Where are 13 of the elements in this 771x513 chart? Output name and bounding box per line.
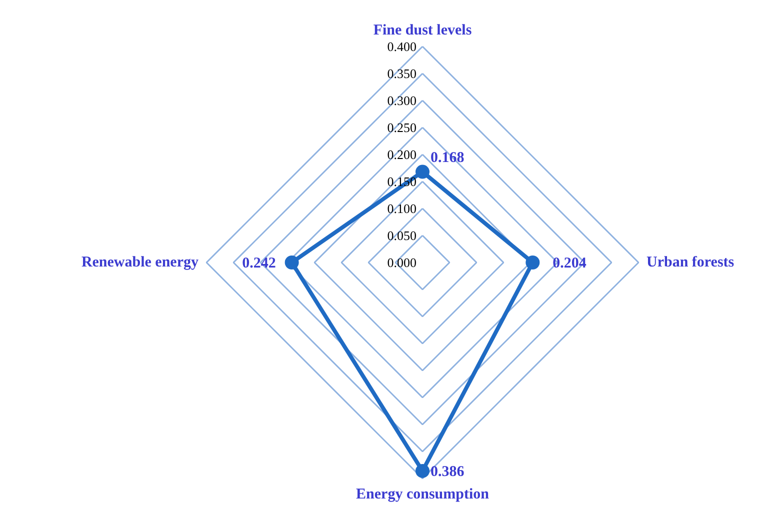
y-tick-label: 0.050	[387, 228, 416, 243]
y-tick-label: 0.250	[387, 120, 416, 135]
y-tick-label: 0.200	[387, 147, 416, 162]
spoke-label: Fine dust levels	[373, 22, 472, 38]
y-tick-label: 0.100	[387, 201, 416, 216]
y-tick-label: 0.300	[387, 93, 416, 108]
data-label: 0.386	[430, 464, 465, 480]
y-tick-label: 0.000	[387, 255, 416, 270]
spoke-label: Renewable energy	[81, 254, 199, 270]
spoke-label: Urban forests	[646, 254, 734, 270]
spoke-label: Energy consumption	[356, 486, 490, 502]
y-tick-label: 0.350	[387, 66, 416, 81]
y-tick-label: 0.400	[387, 39, 416, 54]
